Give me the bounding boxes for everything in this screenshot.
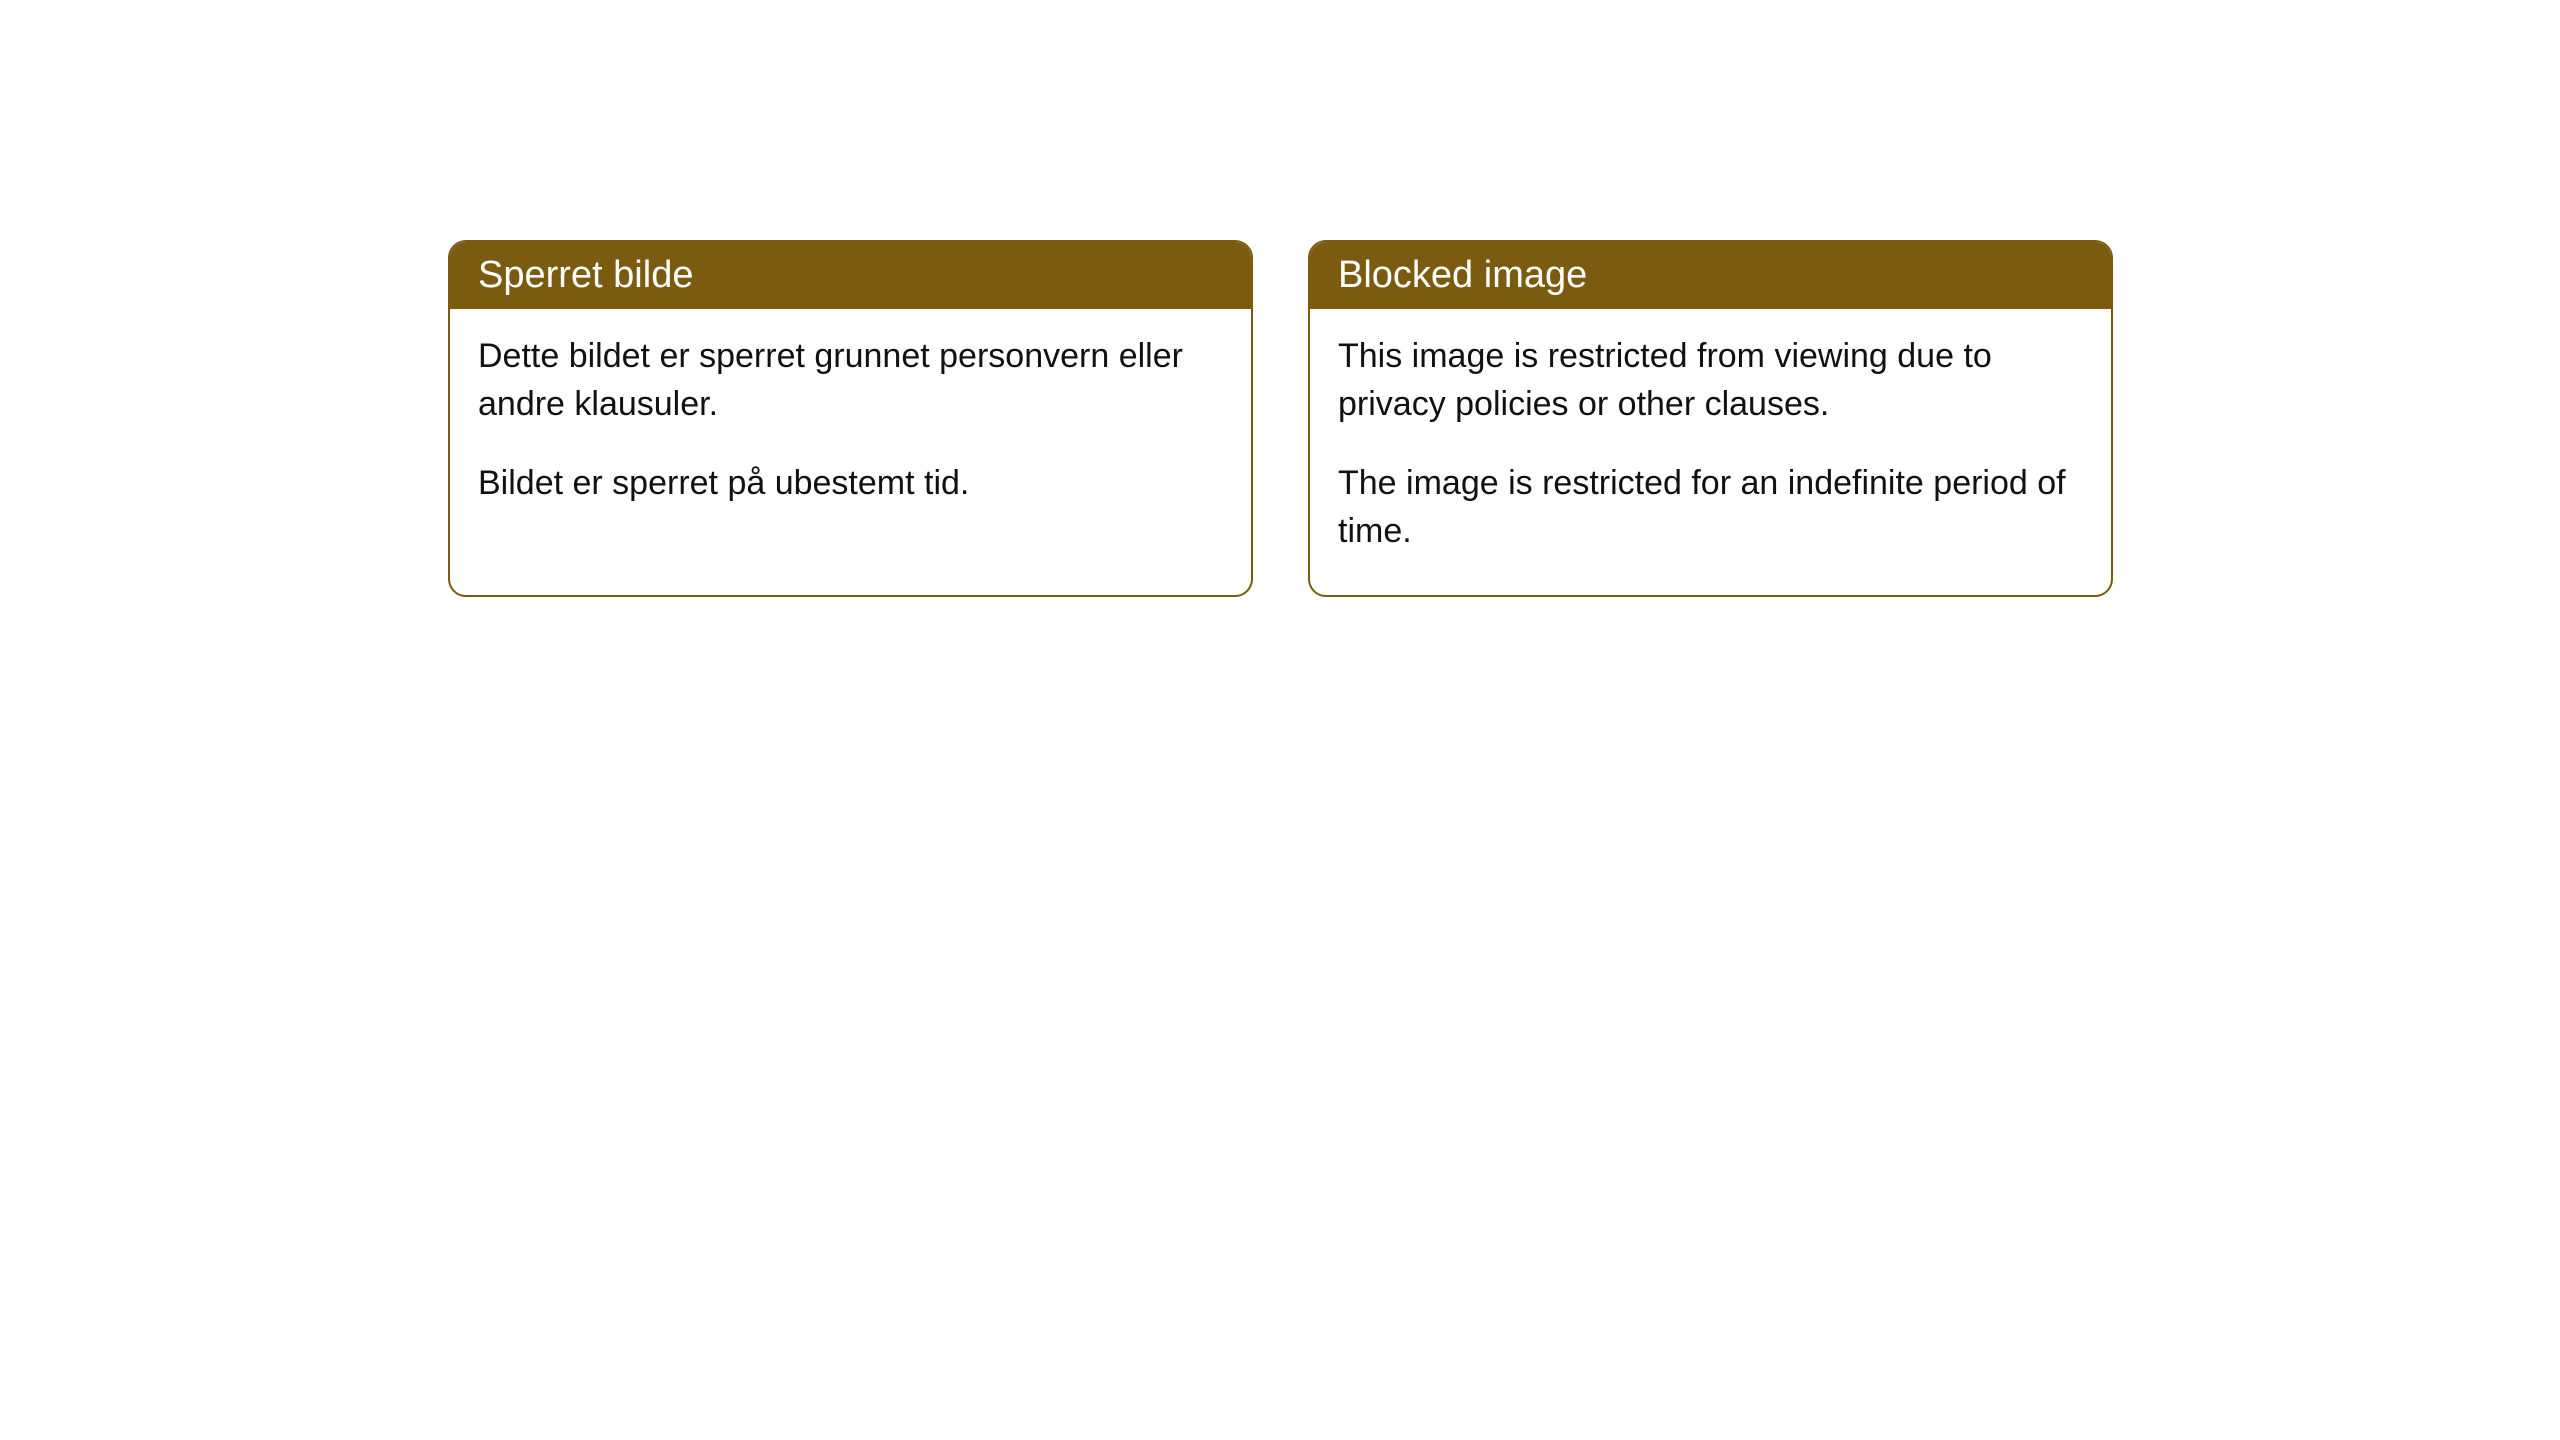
notice-cards-container: Sperret bilde Dette bildet er sperret gr… [448,240,2113,597]
card-paragraph-1: This image is restricted from viewing du… [1338,333,2083,428]
card-paragraph-2: Bildet er sperret på ubestemt tid. [478,460,1223,508]
card-paragraph-2: The image is restricted for an indefinit… [1338,460,2083,555]
card-paragraph-1: Dette bildet er sperret grunnet personve… [478,333,1223,428]
card-header: Sperret bilde [450,242,1251,309]
notice-card-norwegian: Sperret bilde Dette bildet er sperret gr… [448,240,1253,597]
card-header: Blocked image [1310,242,2111,309]
card-body: This image is restricted from viewing du… [1310,309,2111,595]
notice-card-english: Blocked image This image is restricted f… [1308,240,2113,597]
card-body: Dette bildet er sperret grunnet personve… [450,309,1251,548]
